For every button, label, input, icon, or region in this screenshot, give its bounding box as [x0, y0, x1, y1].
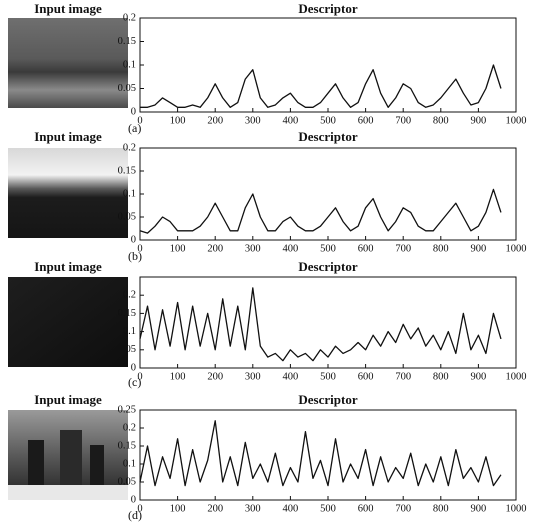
x-tick-label: 700: [395, 115, 411, 126]
x-tick-label: 800: [433, 503, 449, 514]
x-tick-label: 600: [358, 115, 374, 126]
x-tick-label: 800: [433, 371, 449, 382]
y-tick-label: 0.15: [118, 165, 136, 176]
y-tick-label: 0.1: [123, 188, 136, 199]
y-tick-label: 0.05: [118, 344, 136, 355]
chart-title: Descriptor: [298, 259, 357, 274]
input-image: [8, 410, 128, 500]
x-tick-label: 500: [320, 371, 336, 382]
y-tick-label: 0: [131, 106, 136, 117]
input-image: [8, 148, 128, 238]
panel-label: (c): [128, 375, 141, 389]
x-tick-label: 200: [207, 243, 223, 254]
y-tick-label: 0: [131, 234, 136, 245]
plot-frame: [139, 147, 517, 241]
y-tick-label: 0.1: [123, 458, 136, 469]
x-tick-label: 500: [320, 115, 336, 126]
x-tick-label: 700: [395, 371, 411, 382]
x-tick-label: 900: [471, 115, 487, 126]
x-tick-label: 400: [283, 115, 299, 126]
x-tick-label: 800: [433, 115, 449, 126]
y-tick-label: 0.15: [118, 308, 136, 319]
x-tick-label: 900: [471, 503, 487, 514]
image-title: Input image: [34, 259, 102, 274]
image-title: Input image: [34, 129, 102, 144]
y-tick-label: 0.2: [123, 142, 136, 153]
x-tick-label: 300: [245, 115, 261, 126]
x-tick-label: 700: [395, 503, 411, 514]
x-tick-label: 900: [471, 371, 487, 382]
y-tick-label: 0.05: [118, 211, 136, 222]
x-tick-label: 1000: [506, 371, 527, 382]
y-tick-label: 0: [131, 494, 136, 505]
x-tick-label: 800: [433, 243, 449, 254]
y-tick-label: 0: [131, 362, 136, 373]
x-tick-label: 100: [170, 371, 186, 382]
y-tick-label: 0.05: [118, 476, 136, 487]
panel-label: (b): [128, 249, 142, 263]
y-tick-label: 0.15: [118, 36, 136, 47]
chart-title: Descriptor: [298, 1, 357, 16]
x-tick-label: 600: [358, 503, 374, 514]
x-tick-label: 400: [283, 503, 299, 514]
image-title: Input image: [34, 392, 102, 407]
x-tick-label: 400: [283, 371, 299, 382]
plot-frame: [139, 276, 517, 369]
input-image: [8, 18, 128, 108]
x-tick-label: 0: [137, 115, 142, 126]
y-tick-label: 0.05: [118, 83, 136, 94]
x-tick-label: 300: [245, 243, 261, 254]
x-tick-label: 300: [245, 371, 261, 382]
x-tick-label: 0: [137, 503, 142, 514]
image-title: Input image: [34, 1, 102, 16]
x-tick-label: 400: [283, 243, 299, 254]
descriptor-line: [139, 420, 502, 487]
x-tick-label: 500: [320, 243, 336, 254]
y-tick-label: 0.2: [123, 290, 136, 301]
x-tick-label: 200: [207, 371, 223, 382]
descriptor-line: [139, 287, 502, 362]
descriptor-line: [139, 188, 502, 234]
x-tick-label: 100: [170, 115, 186, 126]
x-tick-label: 100: [170, 503, 186, 514]
x-tick-label: 1000: [506, 243, 527, 254]
x-tick-label: 700: [395, 243, 411, 254]
chart-title: Descriptor: [298, 129, 357, 144]
plot-frame: [139, 409, 517, 501]
input-image: [8, 277, 128, 367]
x-tick-label: 1000: [506, 115, 527, 126]
x-tick-label: 500: [320, 503, 336, 514]
y-tick-label: 0.2: [123, 12, 136, 23]
x-tick-label: 200: [207, 503, 223, 514]
x-tick-label: 1000: [506, 503, 527, 514]
x-tick-label: 0: [137, 371, 142, 382]
plot-frame: [139, 17, 517, 113]
x-tick-label: 0: [137, 243, 142, 254]
x-tick-label: 600: [358, 371, 374, 382]
x-tick-label: 900: [471, 243, 487, 254]
y-tick-label: 0.25: [118, 404, 136, 415]
x-tick-label: 300: [245, 503, 261, 514]
y-tick-label: 0.1: [123, 326, 136, 337]
descriptor-line: [140, 64, 502, 108]
x-tick-label: 100: [170, 243, 186, 254]
x-tick-label: 200: [207, 115, 223, 126]
x-tick-label: 600: [358, 243, 374, 254]
panel-label: (a): [128, 121, 141, 135]
y-tick-label: 0.2: [123, 422, 136, 433]
panel-label: (d): [128, 508, 142, 522]
y-tick-label: 0.15: [118, 440, 136, 451]
y-tick-label: 0.1: [123, 59, 136, 70]
chart-title: Descriptor: [298, 392, 357, 407]
